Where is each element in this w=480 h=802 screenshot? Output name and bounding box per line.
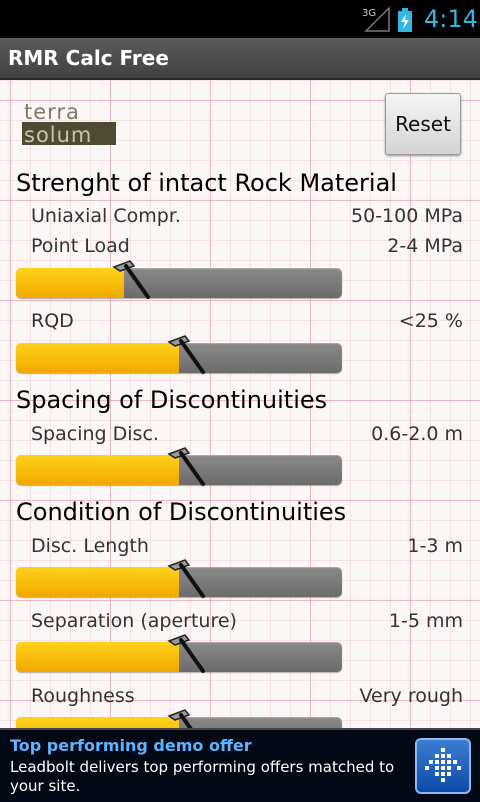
slider-fill bbox=[16, 642, 179, 672]
slider-fill bbox=[16, 717, 179, 728]
disc-length-label: Disc. Length bbox=[31, 535, 149, 557]
spacing-slider[interactable] bbox=[16, 447, 342, 486]
hammer-thumb-icon[interactable] bbox=[165, 446, 209, 490]
clock: 4:14 bbox=[424, 5, 478, 33]
separation-label: Separation (aperture) bbox=[31, 610, 237, 632]
slider-fill bbox=[16, 268, 124, 298]
roughness-value: Very rough bbox=[359, 685, 463, 707]
uniaxial-value: 50-100 MPa bbox=[351, 205, 463, 227]
roughness-slider[interactable] bbox=[16, 709, 342, 728]
separation-slider[interactable] bbox=[16, 634, 342, 673]
section-title-condition: Condition of Discontinuities bbox=[16, 498, 347, 526]
main-content[interactable]: terra solum Reset Strenght of intact Roc… bbox=[0, 80, 480, 728]
slider-fill bbox=[16, 567, 179, 597]
separation-value: 1-5 mm bbox=[388, 610, 463, 632]
status-bar: 3G 4:14 bbox=[0, 0, 480, 38]
network-type: 3G bbox=[362, 8, 376, 19]
point-load-label: Point Load bbox=[31, 235, 130, 257]
point-load-value: 2-4 MPa bbox=[387, 235, 463, 257]
reset-button[interactable]: Reset bbox=[385, 93, 461, 155]
signal-3g-icon: 3G bbox=[362, 6, 390, 32]
disc-length-value: 1-3 m bbox=[407, 535, 463, 557]
strength-slider[interactable] bbox=[16, 260, 342, 299]
logo-text-bottom: solum bbox=[24, 123, 92, 146]
section-title-strength: Strenght of intact Rock Material bbox=[16, 169, 397, 197]
spacing-label: Spacing Disc. bbox=[31, 423, 159, 445]
battery-charging-icon bbox=[398, 8, 412, 32]
app-title: RMR Calc Free bbox=[8, 46, 169, 70]
ad-banner[interactable]: Top performing demo offer Leadbolt deliv… bbox=[0, 728, 480, 802]
section-title-spacing: Spacing of Discontinuities bbox=[16, 386, 328, 414]
rqd-value: <25 % bbox=[398, 310, 463, 332]
slider-fill bbox=[16, 455, 179, 485]
ad-body[interactable]: Leadbolt delivers top performing offers … bbox=[10, 758, 395, 795]
hammer-thumb-icon[interactable] bbox=[165, 708, 209, 728]
hammer-thumb-icon[interactable] bbox=[165, 633, 209, 677]
rqd-slider[interactable] bbox=[16, 335, 342, 374]
roughness-label: Roughness bbox=[31, 685, 135, 707]
rqd-label: RQD bbox=[31, 310, 74, 332]
hammer-thumb-icon[interactable] bbox=[110, 259, 154, 303]
action-bar: RMR Calc Free bbox=[0, 38, 480, 80]
ad-title[interactable]: Top performing demo offer bbox=[10, 736, 252, 755]
slider-fill bbox=[16, 343, 179, 373]
uniaxial-label: Uniaxial Compr. bbox=[31, 205, 181, 227]
hammer-thumb-icon[interactable] bbox=[165, 558, 209, 602]
hammer-thumb-icon[interactable] bbox=[165, 334, 209, 378]
spacing-value: 0.6-2.0 m bbox=[371, 423, 463, 445]
disc-length-slider[interactable] bbox=[16, 559, 342, 598]
terra-solum-logo: terra solum bbox=[22, 100, 116, 146]
logo-text-top: terra bbox=[24, 100, 80, 124]
leadbolt-icon[interactable] bbox=[415, 738, 471, 794]
